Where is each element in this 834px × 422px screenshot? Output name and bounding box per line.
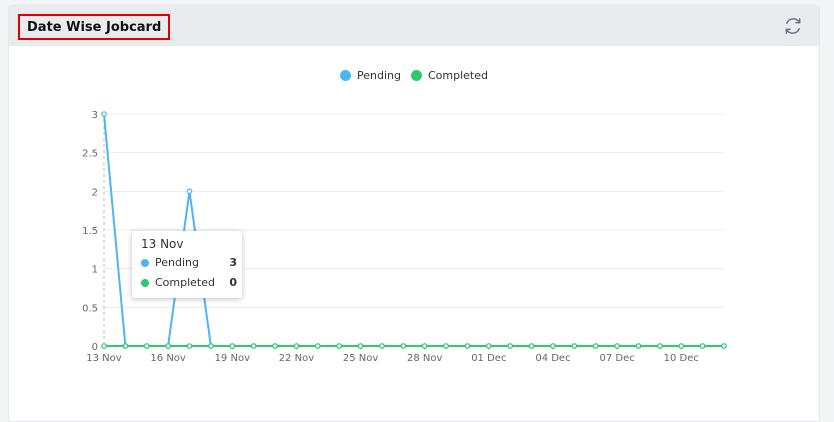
- tooltip-title: 13 Nov: [141, 237, 184, 251]
- tooltip-label-completed: Completed: [155, 276, 215, 289]
- legend-label-pending: Pending: [357, 69, 401, 82]
- y-tick-label: 0.5: [82, 303, 98, 314]
- data-point-completed: [571, 343, 578, 349]
- data-point-completed: [507, 343, 514, 349]
- data-point-completed: [357, 343, 364, 349]
- y-tick-label: 1.5: [82, 226, 98, 237]
- legend-dot-completed: [410, 70, 422, 81]
- data-point-completed: [614, 343, 620, 349]
- x-tick-label: 10 Dec: [664, 353, 699, 364]
- tooltip-value-pending: 3: [229, 256, 237, 269]
- x-tick-label: 19 Nov: [215, 353, 251, 364]
- data-point-completed: [208, 343, 214, 349]
- y-tick-label: 0: [92, 342, 98, 353]
- data-point-completed: [486, 343, 492, 349]
- data-point-completed: [143, 343, 150, 349]
- x-tick-label: 01 Dec: [471, 353, 506, 364]
- chart-tooltip: 13 Nov Pending 3 Completed 0: [132, 231, 242, 298]
- line-chart: 0 0.5 1 1.5 2 2.5 3 13 Nov 16 Nov 19 Nov 22 Nov 25 …: [82, 110, 727, 364]
- tooltip-value-completed: 0: [229, 276, 237, 289]
- data-point-completed: [293, 343, 300, 349]
- data-point-pending: [101, 111, 107, 117]
- data-point-completed: [165, 343, 171, 349]
- x-tick-label: 25 Nov: [343, 353, 379, 364]
- data-point-completed: [635, 343, 642, 349]
- data-point-completed: [464, 343, 471, 349]
- refresh-icon[interactable]: [783, 16, 803, 36]
- tooltip-label-pending: Pending: [155, 256, 199, 269]
- x-tick-label: 22 Nov: [279, 353, 315, 364]
- y-tick-label: 3: [92, 110, 98, 121]
- tooltip-row-pending: Pending 3: [141, 256, 237, 269]
- card-title: Date Wise Jobcard: [27, 19, 162, 35]
- data-point-completed: [678, 343, 685, 349]
- card-header: Date Wise Jobcard: [9, 6, 819, 46]
- data-point-completed: [528, 343, 535, 349]
- data-point-completed: [550, 343, 556, 349]
- jobcard-card: Date Wise Jobcard Pending Completed 0 0.5…: [8, 5, 820, 422]
- data-point-completed: [721, 343, 727, 349]
- data-point-pending: [186, 188, 193, 195]
- data-point-completed: [443, 343, 449, 349]
- chart-legend: Pending Completed: [9, 69, 819, 82]
- tooltip-dot-completed: [141, 278, 149, 287]
- data-point-completed: [657, 343, 663, 349]
- x-tick-label: 16 Nov: [150, 353, 186, 364]
- y-tick-label: 2.5: [82, 149, 98, 160]
- tooltip-row-completed: Completed 0: [141, 276, 237, 289]
- x-tick-label: 13 Nov: [86, 353, 122, 364]
- data-point-completed: [336, 343, 342, 349]
- title-box: Date Wise Jobcard: [18, 14, 171, 40]
- data-point-completed: [272, 343, 278, 349]
- data-point-completed: [421, 343, 428, 349]
- legend-item-completed[interactable]: Completed: [410, 69, 488, 82]
- data-point-completed: [400, 343, 407, 349]
- legend-dot-pending: [340, 70, 351, 81]
- x-tick-label: 07 Dec: [599, 353, 634, 364]
- data-point-completed: [314, 343, 321, 349]
- legend-item-pending[interactable]: Pending: [340, 69, 401, 82]
- data-point-completed: [229, 343, 236, 349]
- data-point-completed: [699, 343, 706, 349]
- data-point-completed: [250, 343, 257, 349]
- x-tick-label: 28 Nov: [407, 353, 443, 364]
- tooltip-dot-pending: [141, 258, 149, 267]
- x-tick-label: 04 Dec: [535, 353, 570, 364]
- data-point-completed: [101, 343, 107, 349]
- data-point-completed: [592, 343, 599, 349]
- data-point-completed: [186, 343, 193, 349]
- y-tick-label: 2: [92, 187, 98, 198]
- data-point-completed: [122, 343, 129, 349]
- y-tick-label: 1: [92, 265, 98, 276]
- legend-label-completed: Completed: [427, 69, 488, 82]
- data-point-completed: [379, 343, 385, 349]
